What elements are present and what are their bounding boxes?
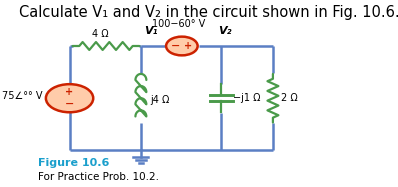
Text: 4 Ω: 4 Ω: [92, 29, 108, 39]
Text: V₂: V₂: [218, 26, 232, 36]
Text: V₁: V₁: [144, 26, 158, 36]
Circle shape: [46, 84, 93, 112]
Text: +: +: [184, 41, 193, 51]
Text: −j1 Ω: −j1 Ω: [234, 93, 261, 103]
Text: j4 Ω: j4 Ω: [150, 95, 170, 105]
Circle shape: [166, 37, 198, 55]
Text: −: −: [65, 99, 74, 109]
Text: 75∠°° V: 75∠°° V: [2, 91, 43, 101]
Text: −: −: [171, 41, 180, 51]
Text: 2 Ω: 2 Ω: [281, 93, 297, 103]
Text: Figure 10.6: Figure 10.6: [38, 158, 109, 168]
Text: 100−60° V: 100−60° V: [152, 19, 205, 29]
Text: Calculate V₁ and V₂ in the circuit shown in Fig. 10.6.: Calculate V₁ and V₂ in the circuit shown…: [20, 4, 398, 20]
Text: +: +: [66, 87, 74, 97]
Text: For Practice Prob. 10.2.: For Practice Prob. 10.2.: [38, 172, 159, 182]
